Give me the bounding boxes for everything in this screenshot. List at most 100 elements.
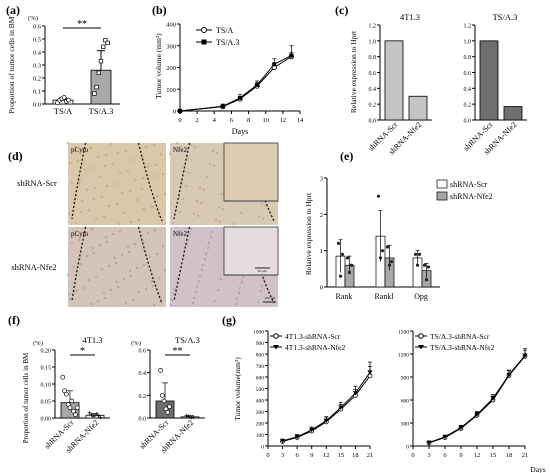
d-texture-dot [91,246,95,250]
f-y-tick-label: 0.10 [41,383,52,389]
d-tissue-image [68,227,166,307]
d-tissue-boundary [71,142,163,222]
d-stain-label: Nfe2 [173,146,187,154]
f-data-point [67,405,73,411]
d-texture-dot [85,254,89,258]
d-texture-dot [96,155,100,159]
d-texture-dot [189,143,193,147]
d-texture-dot [87,208,91,212]
d-texture-dot [209,235,213,239]
d-texture-dot [70,181,74,185]
g-x-tick-label: 3 [281,452,284,459]
d-texture-dot [153,228,157,232]
f-data-point [73,412,78,417]
d-texture-dot [196,214,200,218]
f-significance: * [80,346,85,357]
d-texture-dot [109,142,113,146]
d-texture-dot [237,291,241,295]
d-texture-dot [218,220,222,224]
g-legend-marker [418,333,424,339]
d-texture-dot [197,279,201,283]
b-y-tick-label: 0 [173,109,176,116]
f-y-tick-label: 0.00 [41,417,52,423]
g-data-point [490,396,496,401]
d-texture-dot [83,168,87,172]
d-texture-dot [131,298,135,302]
d-texture-dot [161,244,165,248]
g-x-tick-label: 21 [367,452,374,459]
f-data-point [87,410,92,415]
g-x-tick-label: 0 [411,452,414,459]
c-bar [503,106,523,121]
d-texture-dot [76,159,80,163]
g-data-point [426,440,432,446]
d-texture-dot [107,204,111,208]
d-micrograph [66,141,279,307]
f-significance: ** [173,346,183,357]
d-texture-dot [117,222,121,226]
e-y-tick-label: 1 [320,248,323,255]
f-data-point [64,391,69,397]
b-y-tick-label: 400 [166,22,176,29]
d-texture-dot [67,212,71,216]
f-data-point [189,415,194,420]
f-subplot-title: TS/A.3 [175,335,200,345]
c-subplot-title: 4T1.3 [400,12,420,22]
a-significance: ** [77,19,87,30]
c-y-tick-label: 0.8 [464,55,472,61]
c-y-tick-label: 1.0 [464,39,472,45]
f-y-tick-label: 0.2 [139,394,147,400]
e-data-point [424,278,429,282]
d-texture-dot [116,151,120,155]
e-y-tick-label: 0 [320,285,323,292]
b-data-point [255,82,260,87]
e-data-point [413,252,418,256]
b-x-tick-label: 6 [230,117,234,124]
d-texture-dot [104,235,108,239]
b-x-tick-label: 10 [262,117,269,124]
f-y-tick-label: 0.20 [41,349,52,355]
f-data-point [159,392,165,398]
d-texture-dot [89,302,93,306]
g-x-tick-label: 15 [338,452,345,459]
a-data-point [66,97,71,103]
d-texture-dot [128,269,132,273]
d-texture-dot [79,210,83,214]
b-y-tick-label: 200 [166,65,176,72]
c-y-axis-label: Relative expression to Hprt [349,30,358,113]
d-texture-dot [219,277,223,281]
d-texture-dot [148,255,152,259]
d-texture-dot [116,285,120,289]
d-texture-dot [89,146,93,150]
d-texture-dot [189,227,193,231]
b-data-point [220,104,225,109]
d-texture-dot [171,221,175,225]
f-y-tick-label: 0.6 [139,349,147,355]
g-x-tick-label: 9 [310,452,313,459]
e-data-point [387,263,392,267]
d-texture-dot [66,141,70,145]
g-data-point [294,434,300,440]
d-texture-dot [128,189,132,193]
d-texture-dot [188,232,192,236]
c-y-tick-label: 1.2 [464,24,472,30]
f-unit-label: (%) [131,340,141,347]
e-data-point [385,245,390,249]
d-texture-dot [118,229,122,233]
c-y-tick-label: 0.0 [464,119,472,125]
g-data-point [458,425,464,431]
f-unit-label: (%) [33,340,43,347]
d-texture-dot [144,145,148,149]
d-texture-dot [81,286,85,290]
a-y-tick-label: 0.3 [33,63,41,70]
e-legend-label: shRNA-Nfe2 [450,192,493,201]
d-texture-dot [126,245,130,249]
panel-label: (e) [340,149,353,163]
d-texture-dot [79,262,83,266]
g-legend-label: 4T1.3-shRNA-Nfe2 [285,343,345,352]
d-texture-dot [195,199,199,203]
b-y-tick-label: 300 [166,43,176,50]
d-stain-label: Nfe2 [173,230,187,238]
g-x-axis-label: Days [530,465,545,473]
